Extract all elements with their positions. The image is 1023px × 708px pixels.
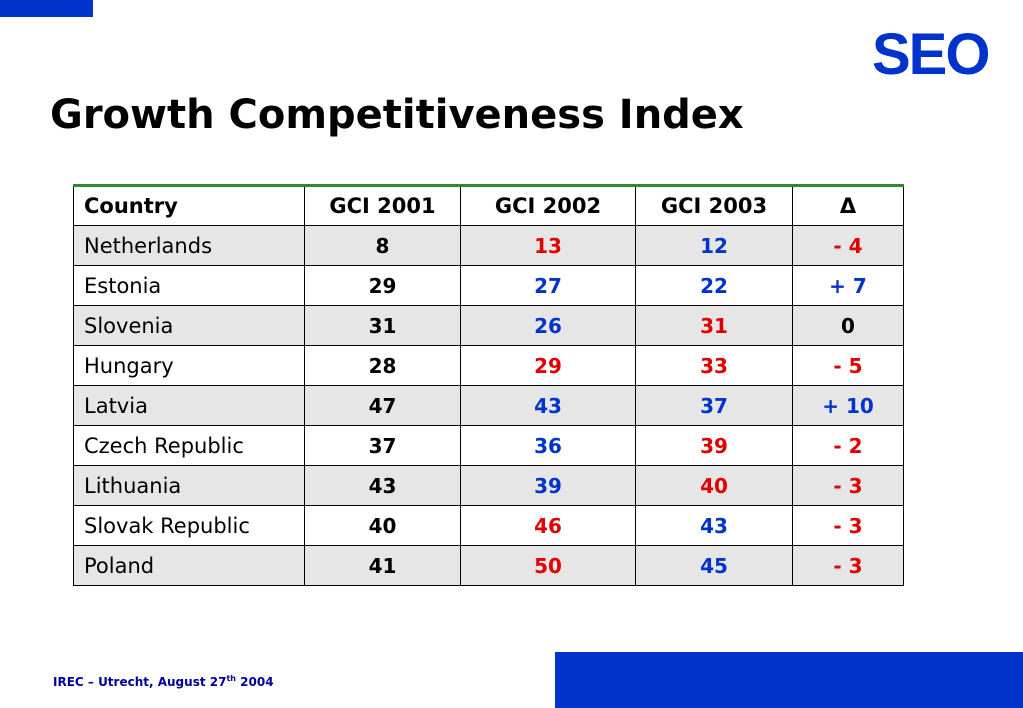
table-header-row: Country GCI 2001 GCI 2002 GCI 2003 Δ — [73, 185, 904, 226]
table-body: Netherlands 8 13 12- 4 Estonia 29 27 22 + 7 Slove… — [73, 225, 904, 586]
country-cell: Lithuania — [73, 465, 305, 506]
table-row: Slovenia 31 26 31 0 — [73, 305, 904, 346]
gci-2001-cell: 43 — [304, 465, 461, 506]
delta-cell: - 4 — [792, 225, 904, 266]
table-row: Estonia 29 27 22 + 7 — [73, 265, 904, 306]
footer-year: 2004 — [235, 675, 274, 689]
gci-2003-cell: 39 — [635, 425, 793, 466]
footer-caption: IREC – Utrecht, August 27th 2004 — [53, 674, 274, 689]
delta-cell: + 7 — [792, 265, 904, 306]
gci-2001-cell: 40 — [304, 505, 461, 546]
gci-2003-cell: 12 — [635, 225, 793, 266]
header-gci-2002: GCI 2002 — [460, 185, 636, 226]
table-row: Poland 41 50 45- 3 — [73, 545, 904, 586]
gci-2002-cell: 46 — [460, 505, 636, 546]
country-cell: Netherlands — [73, 225, 305, 266]
seo-logo-mark: SEO — [872, 22, 991, 87]
gci-2002-cell: 50 — [460, 545, 636, 586]
gci-2001-cell: 41 — [304, 545, 461, 586]
gci-2001-cell: 47 — [304, 385, 461, 426]
gci-2001-cell: 29 — [304, 265, 461, 306]
gci-2003-cell: 43 — [635, 505, 793, 546]
country-cell: Estonia — [73, 265, 305, 306]
delta-cell: + 10 — [792, 385, 904, 426]
delta-cell: - 3 — [792, 465, 904, 506]
country-cell: Latvia — [73, 385, 305, 426]
footer-text: IREC – Utrecht, August 27 — [53, 675, 227, 689]
table-row: Hungary 28 29 33- 5 — [73, 345, 904, 386]
page-title: Growth Competitiveness Index — [50, 92, 744, 138]
gci-2001-cell: 28 — [304, 345, 461, 386]
table-row: Latvia 47 43 37 + 10 — [73, 385, 904, 426]
delta-cell: - 3 — [792, 505, 904, 546]
table-row: Lithuania 43 39 40- 3 — [73, 465, 904, 506]
gci-2002-cell: 43 — [460, 385, 636, 426]
gci-2001-cell: 8 — [304, 225, 461, 266]
country-cell: Slovenia — [73, 305, 305, 346]
bottom-accent-bar — [555, 652, 1023, 708]
country-cell: Poland — [73, 545, 305, 586]
top-accent-bar — [0, 0, 93, 17]
gci-2002-cell: 27 — [460, 265, 636, 306]
header-gci-2003: GCI 2003 — [635, 185, 793, 226]
gci-2001-cell: 37 — [304, 425, 461, 466]
gci-2003-cell: 37 — [635, 385, 793, 426]
gci-2003-cell: 31 — [635, 305, 793, 346]
gci-2002-cell: 13 — [460, 225, 636, 266]
gci-table: Country GCI 2001 GCI 2002 GCI 2003 Δ Net… — [73, 184, 904, 586]
table-row: Czech Republic 37 36 39- 2 — [73, 425, 904, 466]
country-cell: Slovak Republic — [73, 505, 305, 546]
table-row: Netherlands 8 13 12- 4 — [73, 225, 904, 266]
country-cell: Hungary — [73, 345, 305, 386]
delta-cell: 0 — [792, 305, 904, 346]
gci-2003-cell: 33 — [635, 345, 793, 386]
header-country: Country — [73, 185, 305, 226]
gci-2002-cell: 26 — [460, 305, 636, 346]
delta-cell: - 5 — [792, 345, 904, 386]
gci-2003-cell: 40 — [635, 465, 793, 506]
gci-2002-cell: 29 — [460, 345, 636, 386]
gci-2001-cell: 31 — [304, 305, 461, 346]
header-delta: Δ — [792, 185, 904, 226]
gci-2002-cell: 36 — [460, 425, 636, 466]
table-row: Slovak Republic 40 46 43- 3 — [73, 505, 904, 546]
header-gci-2001: GCI 2001 — [304, 185, 461, 226]
seo-logo-text: SEO — [872, 24, 989, 84]
gci-2002-cell: 39 — [460, 465, 636, 506]
footer-superscript: th — [226, 674, 236, 683]
delta-cell: - 3 — [792, 545, 904, 586]
country-cell: Czech Republic — [73, 425, 305, 466]
delta-cell: - 2 — [792, 425, 904, 466]
gci-2003-cell: 22 — [635, 265, 793, 306]
gci-2003-cell: 45 — [635, 545, 793, 586]
seo-logo: SEO — [872, 22, 994, 95]
